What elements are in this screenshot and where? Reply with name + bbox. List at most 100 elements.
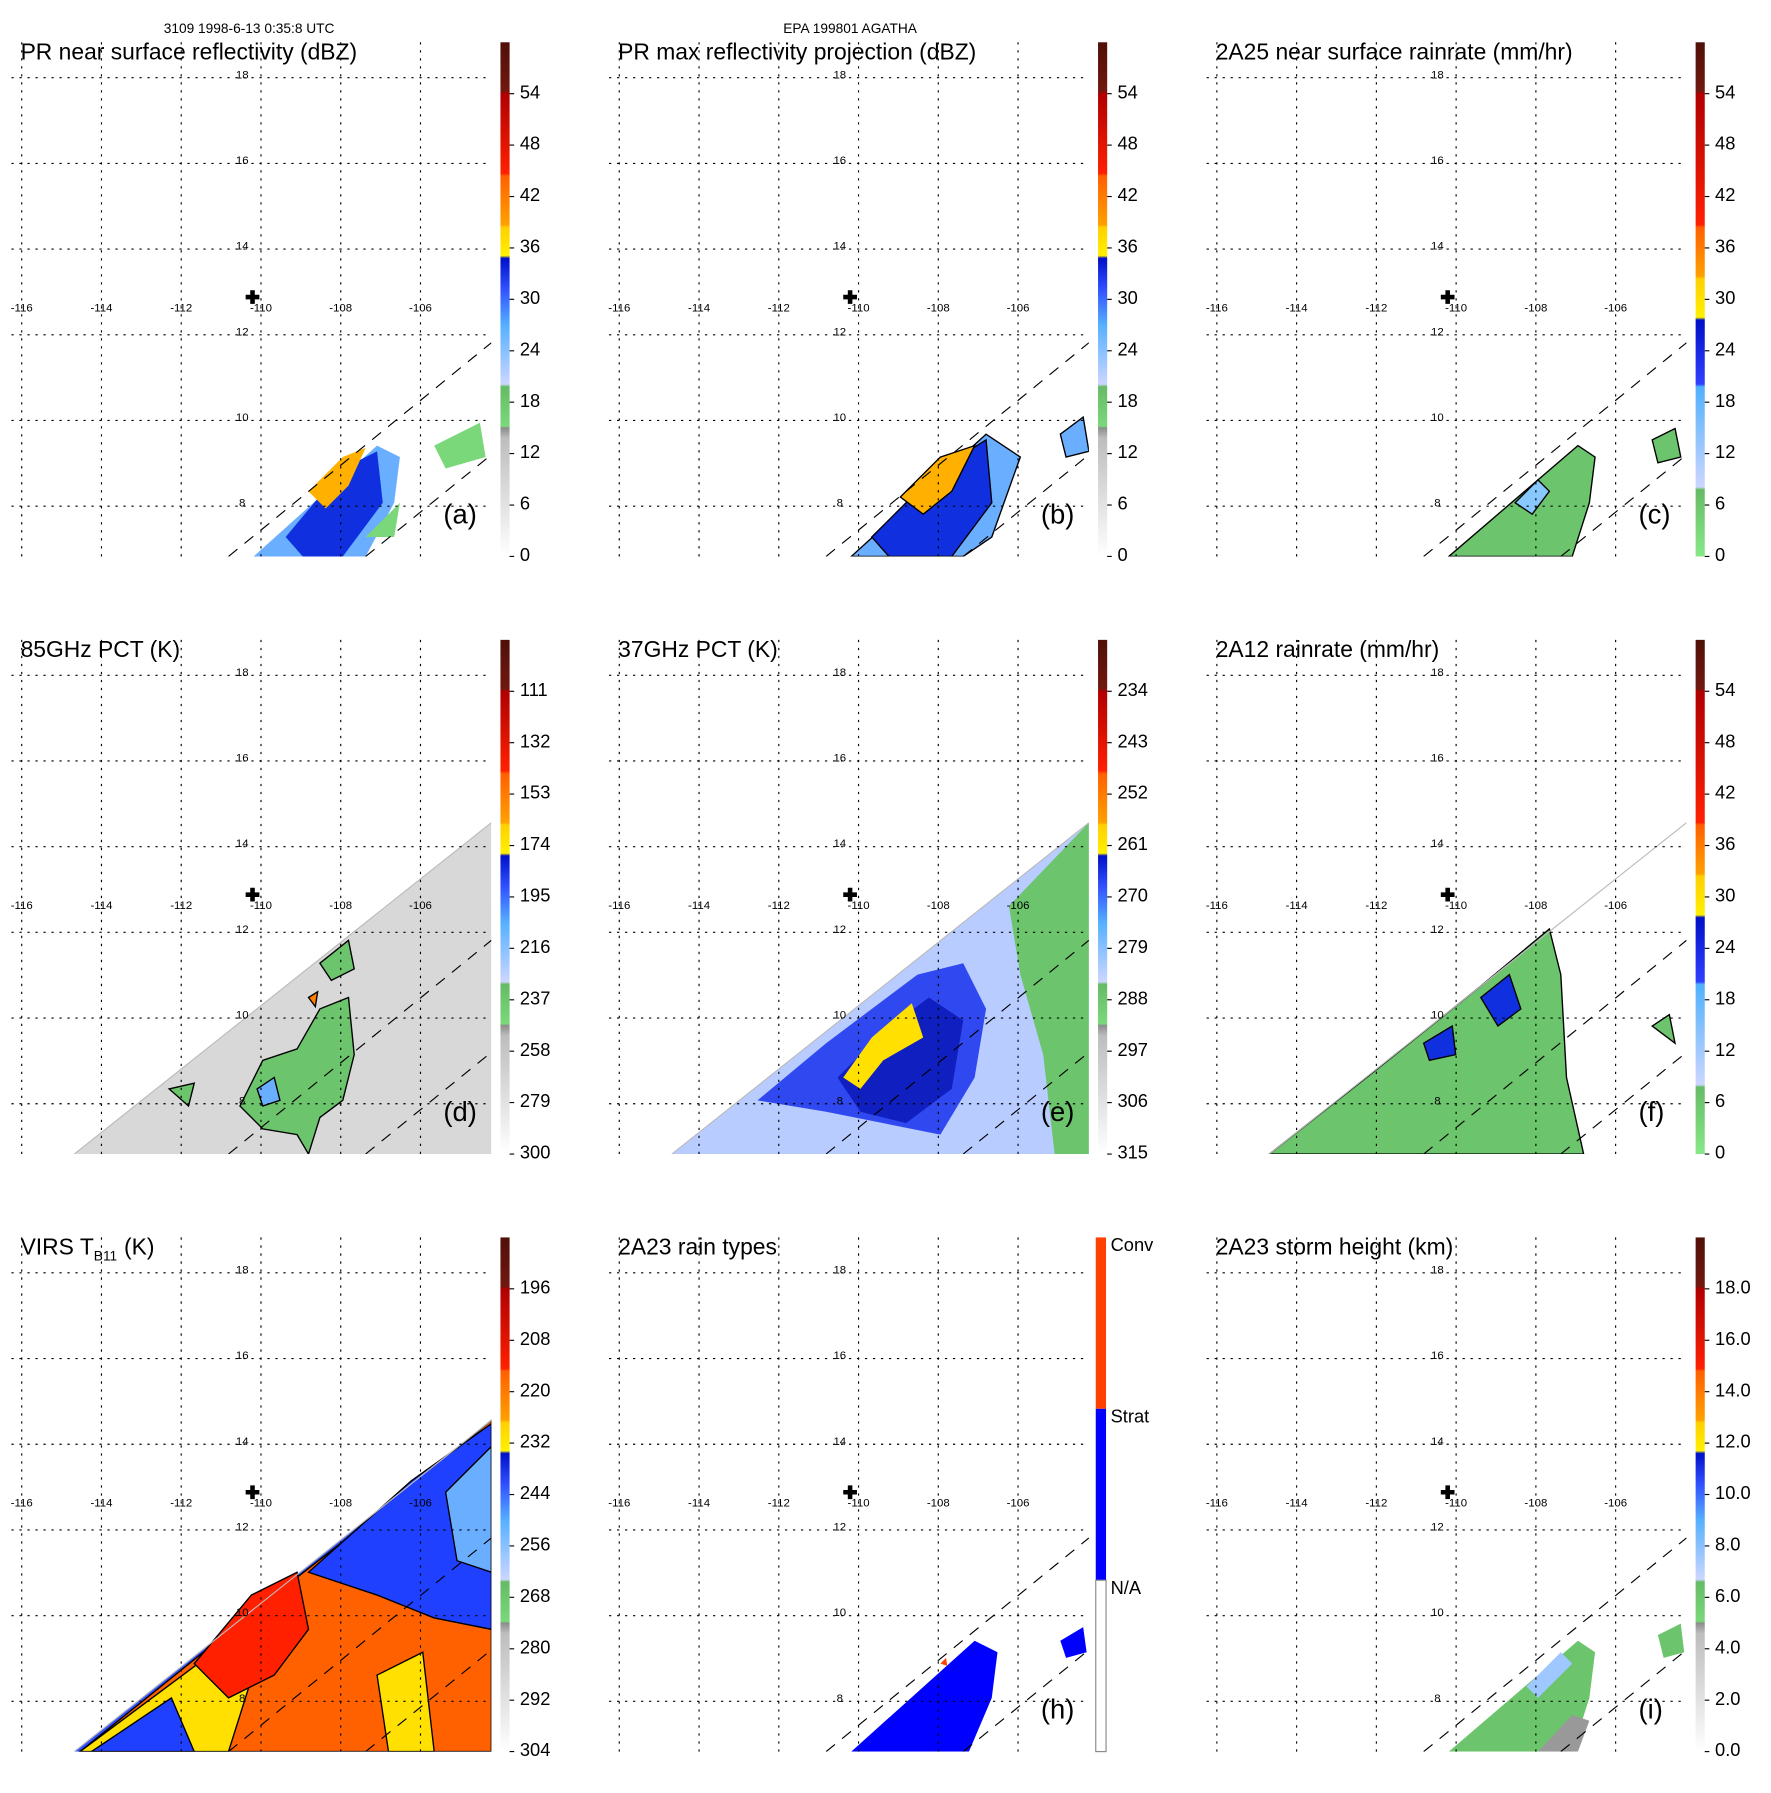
title-subscript: B11 <box>93 1247 118 1264</box>
map-plot-c <box>1206 42 1710 558</box>
colorbar-label: 18.0 <box>1715 1278 1751 1298</box>
precip-region <box>434 422 486 469</box>
lon-tick-label: -106 <box>409 1497 432 1510</box>
lat-tick-label: 8 <box>239 497 246 511</box>
colorbar-label: N/A <box>1110 1579 1142 1599</box>
lat-tick-label: 12 <box>235 923 249 937</box>
storm-name-header: EPA 199801 AGATHA <box>783 20 917 37</box>
precip-region <box>239 996 355 1155</box>
panel-label: (c) <box>1638 499 1671 531</box>
colorbar-label: 18 <box>1715 989 1736 1009</box>
swath-edge <box>73 822 492 1155</box>
colorbar-label: 30 <box>519 289 541 309</box>
lon-tick-label: -116 <box>10 899 33 913</box>
lat-tick-label: 16 <box>235 1349 249 1363</box>
pr-swath-edge <box>1560 1051 1687 1155</box>
map-plot-d <box>11 639 515 1155</box>
panel-title: 37GHz PCT (K) <box>618 638 778 663</box>
panel-label: (i) <box>1638 1694 1663 1726</box>
lat-tick-label: 18 <box>833 666 847 680</box>
lat-tick-label: 18 <box>235 1264 249 1277</box>
lon-tick-label: -108 <box>1524 1497 1548 1510</box>
colorbar-label: 268 <box>519 1587 551 1607</box>
colorbar-label: 174 <box>519 835 551 855</box>
map-plot-i <box>1206 1237 1710 1753</box>
lon-tick-label: -110 <box>1445 1497 1468 1510</box>
colorbar-label: 30 <box>1715 886 1736 907</box>
colorbar-label: 0 <box>1715 1143 1726 1164</box>
panel-label: (d) <box>443 1096 477 1128</box>
lon-tick-label: -110 <box>249 302 272 315</box>
lat-tick-label: 8 <box>836 1095 843 1108</box>
colorbar-label: 261 <box>1117 835 1148 855</box>
colorbar-label: 36 <box>1715 835 1736 855</box>
lat-tick-label: 12 <box>1431 326 1444 339</box>
lon-tick-label: -110 <box>249 899 272 913</box>
colorbar <box>500 639 510 1155</box>
lon-tick-label: -110 <box>1445 302 1468 315</box>
precip-region <box>444 1445 492 1573</box>
colorbar-label: 24 <box>1715 340 1736 360</box>
map-plot-g <box>11 1237 515 1753</box>
pr-swath-edge <box>962 1649 1089 1752</box>
lat-tick-label: 14 <box>833 240 847 254</box>
pr-swath-edge <box>228 939 492 1155</box>
colorbar-label: 315 <box>1117 1143 1148 1164</box>
lat-tick-label: 14 <box>235 240 249 254</box>
colorbar-label: 10.0 <box>1715 1484 1751 1504</box>
precip-region <box>193 1571 310 1699</box>
lat-tick-label: 10 <box>235 411 249 425</box>
colorbar-label: 42 <box>1117 186 1138 206</box>
precip-region <box>899 444 976 516</box>
lon-tick-label: -110 <box>847 899 870 913</box>
map-plot-e <box>609 639 1112 1155</box>
pr-swath-edge <box>825 939 1089 1155</box>
lon-tick-label: -114 <box>688 1497 711 1510</box>
lon-tick-label: -116 <box>608 899 631 913</box>
colorbar-label: 12 <box>519 443 541 463</box>
lon-tick-label: -114 <box>1285 302 1308 315</box>
colorbar-label: 279 <box>519 1092 551 1112</box>
precip-region <box>1657 1623 1685 1658</box>
colorbar-label: 24 <box>1117 340 1138 360</box>
colorbar-label: 208 <box>519 1329 551 1350</box>
lat-tick-label: 16 <box>235 154 249 168</box>
panel-label: (a) <box>443 499 477 531</box>
panel-title: 85GHz PCT (K) <box>21 638 181 663</box>
colorbar-label: 36 <box>519 237 541 258</box>
lon-tick-label: -106 <box>1006 302 1030 315</box>
colorbar-label: 42 <box>519 186 541 206</box>
lat-tick-label: 16 <box>1431 752 1444 765</box>
lat-tick-label: 12 <box>833 923 847 937</box>
lat-tick-label: 14 <box>833 838 847 851</box>
title-text: VIRS T <box>20 1235 94 1261</box>
colorbar-label: 30 <box>1117 289 1138 309</box>
lon-tick-label: -114 <box>90 1497 113 1510</box>
precip-region <box>365 502 400 538</box>
colorbar-label: 14.0 <box>1715 1381 1751 1401</box>
lon-tick-label: -108 <box>329 302 353 315</box>
map-plot-f <box>1206 639 1710 1155</box>
storm-center-icon <box>245 290 260 304</box>
panel-h: -116 -114 -112 -110 -108 -106 18 16 14 12 10 8 N/A St… <box>598 1195 1196 1793</box>
lon-tick-label: -108 <box>926 302 950 315</box>
lat-tick-label: 8 <box>1434 497 1441 511</box>
precip-region <box>1479 973 1522 1028</box>
colorbar-label: 12 <box>1117 443 1138 463</box>
colorbar <box>500 1237 510 1752</box>
colorbar-label: 220 <box>519 1381 551 1401</box>
lat-tick-label: 12 <box>833 326 847 339</box>
lon-tick-label: -112 <box>170 899 193 913</box>
pr-swath-edge <box>365 454 492 557</box>
lat-tick-label: 18 <box>833 69 847 82</box>
title-text: 2A12 rainrate (mm/hr) <box>1215 637 1440 663</box>
precip-region <box>837 997 964 1124</box>
lat-tick-label: 16 <box>833 1349 847 1363</box>
lat-tick-label: 18 <box>833 1264 847 1277</box>
lat-tick-label: 10 <box>235 1607 249 1620</box>
colorbar-label: 12 <box>1715 443 1736 463</box>
colorbar-label: 24 <box>1715 938 1736 958</box>
lat-tick-label: 10 <box>1431 411 1444 425</box>
colorbar-label: 0 <box>519 546 531 566</box>
title-text: 2A23 storm height (km) <box>1215 1235 1454 1261</box>
